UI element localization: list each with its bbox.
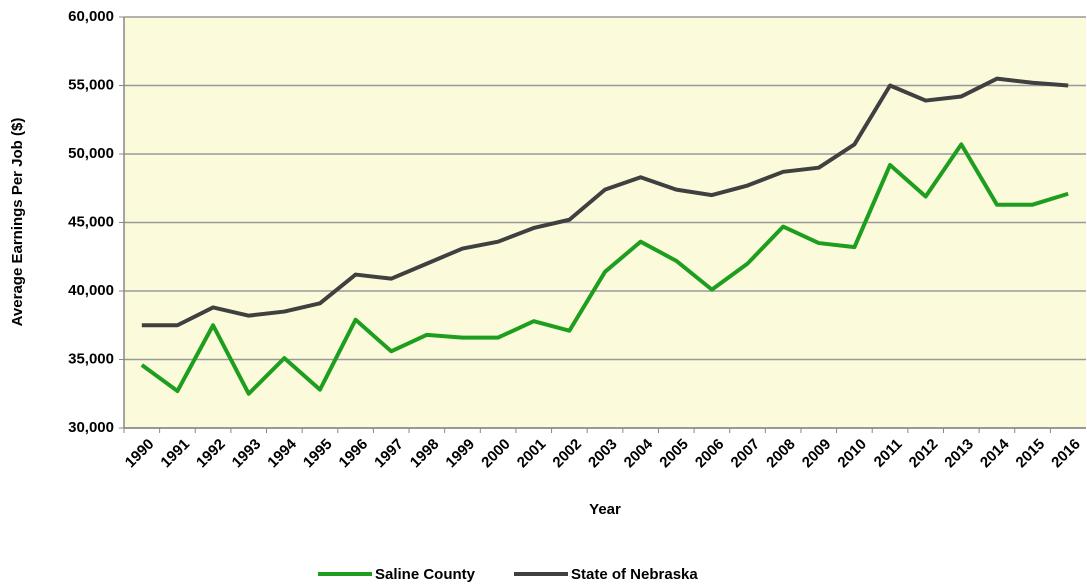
line-series xyxy=(140,142,1069,396)
x-tick-label: 1997 xyxy=(371,436,407,472)
x-tick-label: 1995 xyxy=(300,436,336,472)
x-tick-label: 2008 xyxy=(763,436,799,472)
x-tick-label: 2014 xyxy=(977,435,1013,471)
y-tick-label: 40,000 xyxy=(68,282,114,299)
x-tick-label: 2013 xyxy=(941,436,977,472)
x-tick-label: 2004 xyxy=(621,435,657,471)
x-tick-label: 2015 xyxy=(1013,436,1049,472)
x-tick-label: 1992 xyxy=(193,436,229,472)
y-axis-title: Average Earnings Per Job ($) xyxy=(9,118,26,327)
legend-label: State of Nebraska xyxy=(571,566,698,583)
x-tick-label: 2016 xyxy=(1048,436,1084,472)
x-tick-label: 2009 xyxy=(799,436,835,472)
x-tick-label: 2001 xyxy=(514,436,550,472)
x-tick-label: 2010 xyxy=(834,436,870,472)
legend-label: Saline County xyxy=(375,566,476,583)
y-tick-label: 50,000 xyxy=(68,145,114,162)
x-tick-label: 1993 xyxy=(229,436,265,472)
x-tick-label: 2006 xyxy=(692,436,728,472)
x-tick-label: 1998 xyxy=(407,436,443,472)
y-tick-label: 45,000 xyxy=(68,213,114,230)
x-tick-label: 2005 xyxy=(656,436,692,472)
x-axis-title: Year xyxy=(589,501,621,518)
x-tick-label: 2011 xyxy=(871,436,906,471)
x-tick-label: 2000 xyxy=(478,436,514,472)
x-tick-label: 2007 xyxy=(728,436,764,472)
x-tick-label: 1996 xyxy=(336,436,372,472)
x-tick-label: 1991 xyxy=(157,436,193,472)
x-tick-label: 2002 xyxy=(549,436,585,472)
x-tick-label: 1994 xyxy=(264,435,300,471)
x-tick-label: 2003 xyxy=(585,436,621,472)
y-tick-label: 55,000 xyxy=(68,76,114,93)
x-tick-label: 1990 xyxy=(122,436,158,472)
y-tick-label: 60,000 xyxy=(68,8,114,25)
line-series xyxy=(141,76,1069,328)
y-tick-label: 30,000 xyxy=(68,419,114,436)
y-tick-label: 35,000 xyxy=(68,350,114,367)
x-tick-label: 1999 xyxy=(442,436,478,472)
x-tick-label: 2012 xyxy=(906,436,942,472)
